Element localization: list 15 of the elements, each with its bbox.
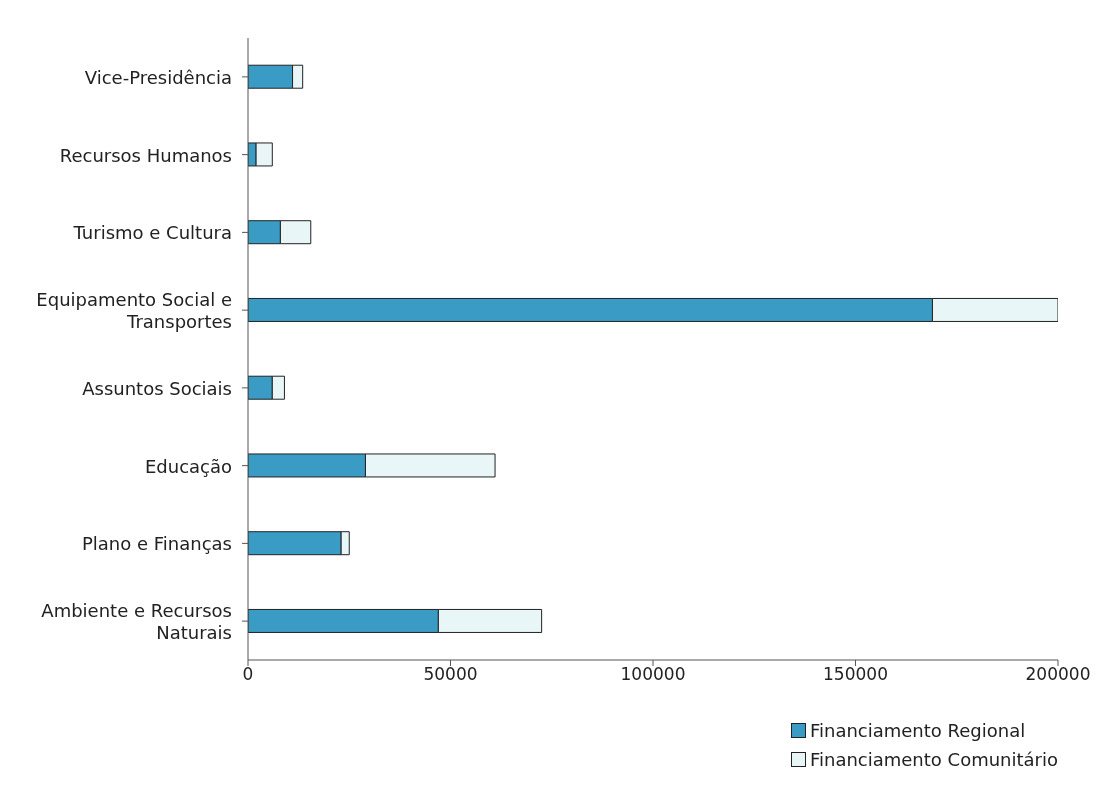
y-tick-label: Recursos Humanos — [59, 144, 232, 166]
y-tick-label: Turismo e Cultura — [72, 221, 232, 243]
y-tick-label: Equipamento Social e Transportes — [36, 288, 232, 332]
y-tick-label: Educação — [144, 455, 232, 477]
y-tick-label: Assuntos Sociais — [82, 377, 232, 399]
x-tick-label: 100000 — [620, 664, 686, 685]
x-tick-label: 200000 — [1025, 664, 1091, 685]
y-tick-label: Plano e Finanças — [81, 532, 232, 554]
x-tick-label: 50000 — [423, 664, 478, 685]
legend-label: Financiamento Comunitário — [809, 749, 1058, 770]
x-tick-label: 150000 — [823, 664, 888, 685]
y-tick-label: Vice-Presidência — [84, 66, 232, 88]
x-tick-label: 0 — [242, 664, 254, 685]
y-tick-label: Ambiente e Recursos Naturais — [41, 599, 232, 643]
legend-label: Financiamento Regional — [809, 720, 1026, 741]
